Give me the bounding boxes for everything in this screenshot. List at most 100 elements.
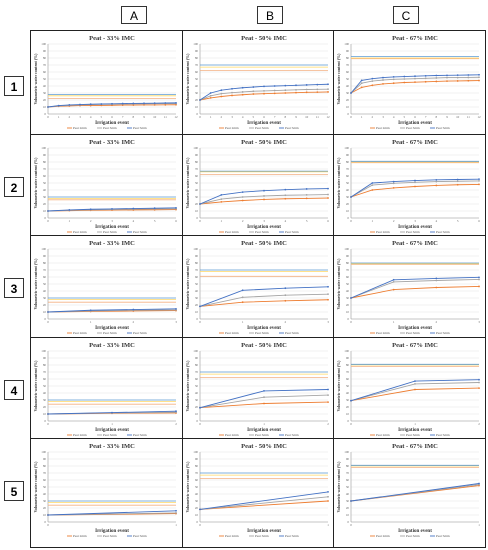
legend-entry: Peat 5mm bbox=[285, 534, 299, 538]
x-tick-label: 1 bbox=[372, 219, 374, 223]
data-point-peat-2mm bbox=[371, 189, 374, 191]
data-point-peat-5mm bbox=[478, 482, 480, 485]
y-tick-label: 50 bbox=[346, 485, 350, 489]
x-tick-label: 1 bbox=[90, 320, 92, 324]
data-point-peat-3mm bbox=[252, 90, 255, 93]
y-tick-label: 50 bbox=[346, 181, 350, 185]
y-tick-label: 0 bbox=[44, 317, 46, 321]
y-tick-label: 0 bbox=[44, 419, 46, 423]
data-point-peat-5mm bbox=[175, 410, 177, 413]
y-tick-label: 90 bbox=[43, 254, 47, 258]
y-tick-label: 70 bbox=[43, 63, 47, 67]
x-tick-label: 1 bbox=[327, 523, 329, 527]
data-point-peat-5mm bbox=[47, 106, 49, 108]
legend-entry: Peat 5mm bbox=[436, 230, 450, 234]
data-point-peat-5mm bbox=[199, 305, 201, 308]
y-tick-label: 50 bbox=[43, 181, 47, 185]
data-point-peat-3mm bbox=[220, 198, 223, 201]
y-tick-label: 60 bbox=[346, 70, 350, 74]
data-point-peat-2mm bbox=[273, 92, 276, 95]
x-tick-label: 6 bbox=[263, 115, 265, 119]
data-point-peat-2mm bbox=[403, 81, 406, 84]
data-point-peat-3mm bbox=[327, 394, 329, 396]
y-tick-label: 80 bbox=[43, 363, 47, 367]
y-tick-label: 100 bbox=[193, 247, 198, 251]
x-axis-label: Irrigation event bbox=[247, 529, 281, 534]
data-point-peat-2mm bbox=[392, 288, 395, 291]
y-tick-label: 30 bbox=[195, 195, 199, 199]
x-tick-label: 2 bbox=[372, 115, 374, 119]
legend-entry: Peat 3mm bbox=[406, 126, 420, 130]
y-tick-label: 40 bbox=[195, 289, 199, 293]
data-point-peat-5mm bbox=[111, 411, 113, 414]
data-point-peat-5mm bbox=[414, 179, 416, 182]
y-tick-label: 20 bbox=[346, 202, 350, 206]
y-tick-label: 20 bbox=[195, 98, 199, 102]
data-point-peat-5mm bbox=[284, 188, 287, 191]
x-axis-label: Irrigation event bbox=[247, 225, 281, 230]
y-tick-label: 10 bbox=[43, 513, 47, 517]
data-point-peat-2mm bbox=[284, 197, 287, 200]
y-tick-label: 70 bbox=[195, 63, 199, 67]
y-tick-label: 90 bbox=[195, 457, 199, 461]
x-tick-label: 0 bbox=[199, 115, 201, 119]
data-point-peat-3mm bbox=[478, 180, 480, 182]
data-point-peat-5mm bbox=[350, 92, 352, 94]
data-point-peat-5mm bbox=[350, 196, 352, 198]
data-point-peat-2mm bbox=[414, 185, 416, 188]
data-point-peat-5mm bbox=[435, 178, 438, 181]
y-tick-label: 20 bbox=[43, 506, 47, 510]
y-tick-label: 10 bbox=[43, 209, 47, 213]
y-tick-label: 30 bbox=[195, 398, 199, 402]
series-line-peat-5mm bbox=[199, 286, 329, 307]
data-point-peat-5mm bbox=[467, 74, 470, 76]
x-tick-label: 10 bbox=[305, 115, 309, 119]
data-point-peat-5mm bbox=[327, 83, 329, 86]
y-tick-label: 50 bbox=[43, 282, 47, 286]
data-point-peat-3mm bbox=[435, 180, 438, 183]
data-point-peat-5mm bbox=[478, 73, 480, 76]
data-point-peat-3mm bbox=[273, 89, 276, 92]
y-tick-label: 0 bbox=[347, 419, 349, 423]
y-tick-label: 50 bbox=[43, 77, 47, 81]
chart-title: Peat - 67% IMC bbox=[392, 342, 438, 349]
data-point-peat-3mm bbox=[284, 294, 287, 297]
y-tick-label: 100 bbox=[193, 450, 198, 454]
legend-entry: Peat 3mm bbox=[103, 126, 117, 130]
y-tick-label: 40 bbox=[43, 492, 47, 496]
x-tick-label: 9 bbox=[295, 115, 297, 119]
x-tick-label: 12 bbox=[174, 115, 178, 119]
y-tick-label: 10 bbox=[346, 209, 350, 213]
data-point-peat-2mm bbox=[414, 81, 416, 84]
y-tick-label: 30 bbox=[346, 398, 350, 402]
data-point-peat-2mm bbox=[284, 299, 287, 302]
y-tick-label: 80 bbox=[195, 261, 199, 265]
data-point-peat-3mm bbox=[220, 92, 223, 95]
y-tick-label: 70 bbox=[346, 268, 350, 272]
legend-entry: Peat 5mm bbox=[133, 126, 147, 130]
y-tick-label: 0 bbox=[196, 112, 198, 116]
y-tick-label: 20 bbox=[346, 303, 350, 307]
x-tick-label: 12 bbox=[477, 115, 481, 119]
y-tick-label: 80 bbox=[195, 363, 199, 367]
data-point-peat-2mm bbox=[456, 80, 459, 82]
data-point-peat-2mm bbox=[252, 93, 255, 95]
legend-entry: Peat 5mm bbox=[436, 126, 450, 130]
y-tick-label: 30 bbox=[346, 296, 350, 300]
y-tick-label: 90 bbox=[346, 153, 350, 157]
y-tick-label: 20 bbox=[195, 202, 199, 206]
data-point-peat-5mm bbox=[350, 500, 352, 502]
data-point-peat-5mm bbox=[220, 89, 223, 92]
y-tick-label: 70 bbox=[43, 471, 47, 475]
data-point-peat-5mm bbox=[89, 103, 92, 106]
y-tick-label: 80 bbox=[346, 363, 350, 367]
table-border-right bbox=[485, 30, 486, 548]
x-tick-label: 12 bbox=[326, 115, 330, 119]
x-tick-label: 1 bbox=[175, 523, 177, 527]
data-point-peat-2mm bbox=[382, 83, 384, 85]
